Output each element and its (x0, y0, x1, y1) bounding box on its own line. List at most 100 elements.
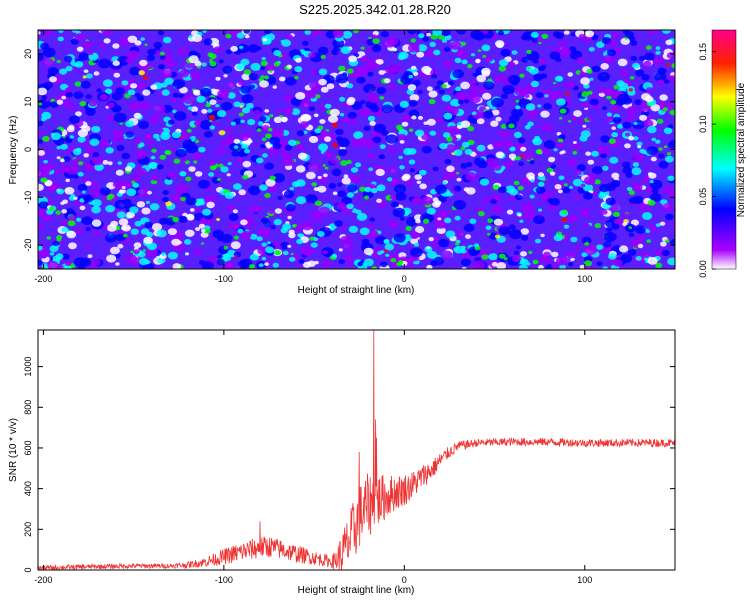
spectral-cell (647, 199, 656, 206)
spectral-cell (281, 156, 294, 167)
spectral-cell (540, 147, 549, 154)
spectral-cell (659, 94, 668, 101)
spectral-cell (613, 259, 623, 267)
spectral-cell (434, 85, 441, 90)
spectral-cell (245, 132, 253, 138)
spectral-cell (195, 207, 201, 212)
spectral-cell (268, 70, 273, 73)
spectral-cell (83, 69, 89, 73)
spectral-cell (209, 58, 213, 62)
spectral-cell (82, 40, 93, 50)
spectral-cell (65, 261, 72, 267)
spectral-cell (496, 42, 504, 49)
spectral-cell (586, 68, 593, 74)
spectral-cell (495, 151, 505, 159)
spectral-cell (356, 76, 366, 84)
spectral-cell (648, 224, 658, 232)
spectral-cell (61, 209, 68, 214)
spectral-cell (585, 265, 593, 269)
spectral-cell (67, 214, 76, 221)
spectral-cell (570, 236, 578, 243)
spectral-cell (464, 148, 473, 155)
spectral-cell (508, 61, 516, 68)
spectral-cell (477, 49, 482, 52)
spectral-cell (647, 257, 658, 265)
spectral-cell (647, 30, 658, 35)
spectral-cell (414, 174, 423, 180)
spectral-cell (144, 43, 148, 47)
spectral-cell (421, 133, 431, 141)
spectral-cell (240, 85, 251, 94)
spectral-cell (665, 155, 674, 163)
spectral-cell (156, 138, 161, 142)
spectral-cell (72, 30, 78, 33)
spectral-cell (189, 71, 201, 80)
spectral-cell (570, 32, 576, 37)
spectral-cell (171, 238, 181, 246)
spectral-cell (421, 65, 432, 74)
spectral-cell (138, 187, 151, 197)
spectral-cell (340, 160, 348, 166)
spectral-cell (140, 37, 146, 41)
spectral-cell (55, 170, 61, 175)
spectral-cell (216, 218, 221, 221)
spectral-cell (329, 108, 340, 117)
spectral-cell (670, 238, 675, 246)
spectral-cell (591, 166, 603, 175)
spectral-cell (526, 108, 539, 118)
spectral-cell (288, 229, 295, 235)
spectral-cell (421, 145, 432, 154)
spectral-cell (411, 198, 418, 204)
spectral-cell (384, 243, 394, 251)
spectral-cell (114, 199, 128, 210)
spectral-cell (568, 120, 572, 123)
spectral-cell (526, 49, 532, 54)
spectral-cell (180, 196, 186, 202)
spectral-cell (260, 66, 266, 71)
spectral-cell (198, 146, 206, 153)
spectral-cell (422, 218, 430, 224)
spectral-cell (375, 235, 387, 245)
spectral-cell (549, 171, 556, 176)
spectral-cell (323, 150, 333, 158)
spectral-cell (105, 147, 114, 154)
spectral-cell (247, 119, 256, 126)
x-tick-label: 100 (577, 274, 592, 284)
spectral-cell (552, 81, 557, 85)
spectral-cell (346, 203, 354, 210)
spectral-cell (652, 56, 664, 66)
spectral-cell (217, 110, 227, 118)
spectral-cell (487, 218, 494, 223)
spectral-cell (77, 129, 88, 138)
spectral-cell (406, 179, 414, 186)
spectral-cell (337, 190, 347, 198)
spectral-cell (368, 223, 374, 229)
spectral-cell (143, 134, 153, 141)
spectral-cell (576, 56, 586, 64)
spectral-cell (445, 144, 457, 153)
spectral-cell (281, 116, 288, 122)
spectral-cell (220, 233, 233, 243)
spectral-cell (225, 135, 236, 144)
spectral-cell (366, 47, 373, 53)
spectral-cell (642, 212, 653, 220)
spectral-cell (259, 184, 268, 191)
spectral-cell (193, 120, 201, 127)
spectral-cell (151, 113, 161, 121)
spectral-cell (121, 226, 127, 231)
spectral-cell (440, 250, 453, 260)
spectral-cell (389, 147, 397, 154)
y-tick-label: -20 (23, 239, 33, 252)
spectral-cell (490, 199, 497, 204)
spectral-cell (644, 52, 655, 61)
spectral-cell (117, 161, 123, 165)
spectral-cell (265, 215, 269, 219)
spectral-cell (241, 143, 249, 150)
spectral-cell (260, 217, 269, 224)
spectral-cell (537, 104, 542, 108)
spectral-cell (260, 60, 268, 66)
spectral-cell (612, 116, 622, 124)
spectral-cell (646, 87, 653, 93)
spectral-cell (317, 185, 327, 193)
spectral-cell (448, 80, 455, 86)
